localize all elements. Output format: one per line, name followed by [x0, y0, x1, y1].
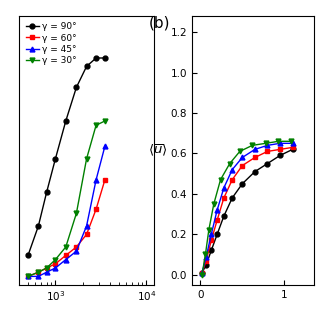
γ = 90° [53, 157, 57, 161]
Line: γ = 30°: γ = 30° [26, 119, 107, 279]
γ = 60° [103, 178, 107, 182]
Line: γ = 45°: γ = 45° [26, 144, 107, 279]
γ = 90° [103, 56, 107, 60]
γ = 30° [64, 245, 68, 249]
γ = 60° [36, 270, 40, 274]
Y-axis label: $\langle \overline{u} \rangle$: $\langle \overline{u} \rangle$ [148, 143, 168, 158]
γ = 60° [45, 266, 49, 270]
γ = 90° [36, 224, 40, 228]
γ = 30° [75, 212, 78, 215]
γ = 60° [53, 262, 57, 266]
γ = 60° [26, 275, 30, 278]
γ = 60° [75, 245, 78, 249]
Line: γ = 60°: γ = 60° [26, 177, 107, 279]
γ = 30° [103, 119, 107, 123]
γ = 90° [94, 56, 98, 60]
γ = 45° [36, 275, 40, 278]
γ = 30° [85, 157, 89, 161]
γ = 45° [94, 178, 98, 182]
γ = 90° [45, 190, 49, 194]
γ = 30° [26, 275, 30, 278]
γ = 90° [85, 65, 89, 68]
γ = 45° [75, 249, 78, 253]
γ = 45° [103, 144, 107, 148]
γ = 45° [45, 270, 49, 274]
γ = 90° [75, 85, 78, 89]
γ = 90° [26, 253, 30, 257]
γ = 60° [64, 253, 68, 257]
Legend: γ = 90°, γ = 60°, γ = 45°, γ = 30°: γ = 90°, γ = 60°, γ = 45°, γ = 30° [24, 20, 78, 67]
γ = 45° [26, 275, 30, 278]
γ = 60° [85, 232, 89, 236]
γ = 30° [53, 258, 57, 261]
γ = 45° [85, 224, 89, 228]
Text: (b): (b) [149, 16, 171, 31]
γ = 45° [53, 266, 57, 270]
γ = 30° [36, 270, 40, 274]
γ = 45° [64, 258, 68, 261]
Line: γ = 90°: γ = 90° [26, 56, 107, 258]
γ = 60° [94, 207, 98, 211]
γ = 90° [64, 119, 68, 123]
γ = 30° [45, 266, 49, 270]
γ = 30° [94, 123, 98, 127]
